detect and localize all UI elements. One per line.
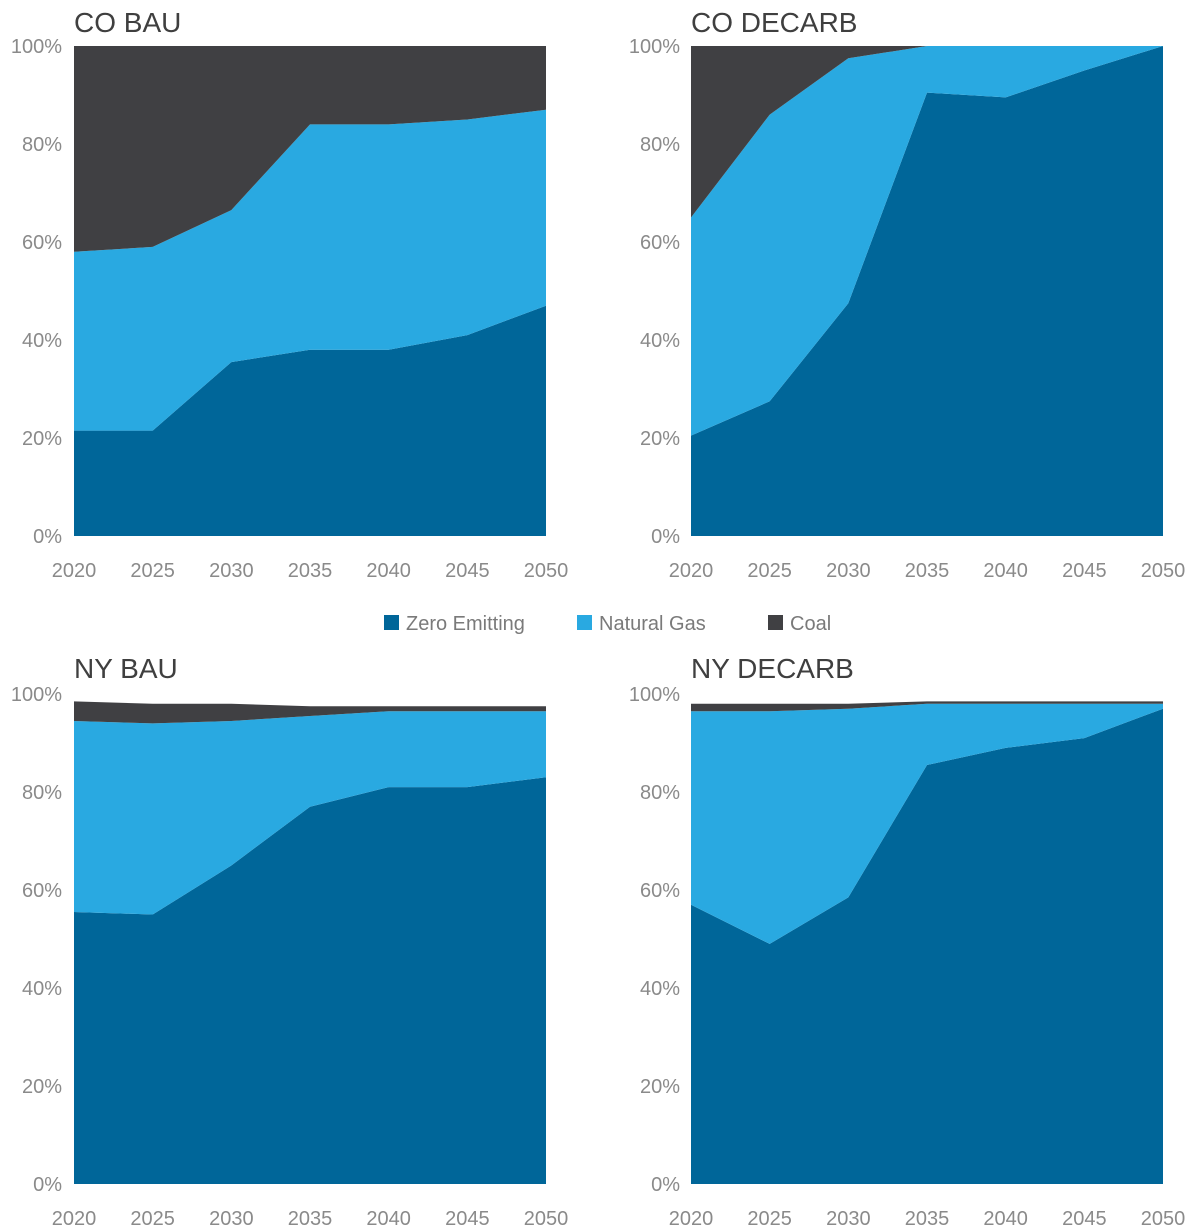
area-natural-gas <box>74 109 546 431</box>
x-tick-label: 2050 <box>524 560 569 582</box>
legend-swatch <box>384 615 399 630</box>
y-tick-label: 0% <box>33 526 62 548</box>
y-tick-label: 20% <box>22 428 62 450</box>
y-tick-label: 20% <box>640 1076 680 1098</box>
x-tick-label: 2050 <box>1141 560 1186 582</box>
y-tick-label: 80% <box>22 782 62 804</box>
x-tick-label: 2035 <box>905 560 950 582</box>
y-tick-label: 100% <box>629 684 680 706</box>
x-tick-label: 2025 <box>747 1208 792 1228</box>
x-tick-label: 2045 <box>1062 1208 1107 1228</box>
x-tick-label: 2035 <box>288 1208 333 1228</box>
chart-panel: NY DECARB 0% 20% 40% 60% 80% 100% 2020 2025 2030 2… <box>629 653 1185 1228</box>
y-tick-label: 0% <box>33 1174 62 1196</box>
legend-item-zero-emitting: Zero Emitting <box>384 613 525 635</box>
area-coal <box>74 46 546 252</box>
x-tick-label: 2040 <box>366 1208 411 1228</box>
legend-label: Coal <box>790 613 831 635</box>
y-tick-label: 20% <box>22 1076 62 1098</box>
y-tick-label: 40% <box>22 330 62 352</box>
x-tick-label: 2025 <box>747 560 792 582</box>
y-tick-label: 100% <box>629 36 680 58</box>
x-tick-label: 2020 <box>669 1208 714 1228</box>
x-tick-label: 2020 <box>669 560 714 582</box>
x-tick-label: 2045 <box>445 560 490 582</box>
x-tick-label: 2045 <box>445 1208 490 1228</box>
x-tick-label: 2050 <box>1141 1208 1186 1228</box>
chart-panel: CO DECARB 0% 20% 40% 60% 80% 100% 2020 2025 2030 2… <box>629 7 1185 582</box>
y-tick-label: 0% <box>651 526 680 548</box>
y-tick-label: 100% <box>11 36 62 58</box>
y-tick-label: 20% <box>640 428 680 450</box>
area-natural-gas <box>74 711 546 915</box>
y-tick-label: 80% <box>640 782 680 804</box>
x-tick-label: 2030 <box>826 560 871 582</box>
y-tick-label: 40% <box>640 978 680 1000</box>
area-coal <box>691 46 1163 218</box>
x-tick-label: 2030 <box>209 560 254 582</box>
chart-title: CO BAU <box>74 7 181 38</box>
legend-swatch <box>577 615 592 630</box>
legend-label: Zero Emitting <box>406 613 525 635</box>
legend-label: Natural Gas <box>599 613 706 635</box>
chart-title: CO DECARB <box>691 7 857 38</box>
x-tick-label: 2045 <box>1062 560 1107 582</box>
x-tick-label: 2030 <box>826 1208 871 1228</box>
y-tick-label: 80% <box>22 134 62 156</box>
area-zero-emitting <box>74 305 546 536</box>
x-tick-label: 2050 <box>524 1208 569 1228</box>
area-coal <box>74 701 546 724</box>
x-tick-label: 2040 <box>983 1208 1028 1228</box>
y-tick-label: 100% <box>11 684 62 706</box>
x-tick-label: 2025 <box>130 560 175 582</box>
legend: Zero Emitting Natural Gas Coal <box>384 613 831 635</box>
x-tick-label: 2025 <box>130 1208 175 1228</box>
area-natural-gas <box>691 46 1163 436</box>
x-tick-label: 2020 <box>52 1208 97 1228</box>
area-zero-emitting <box>691 708 1163 1184</box>
legend-swatch <box>768 615 783 630</box>
x-tick-label: 2035 <box>288 560 333 582</box>
y-tick-label: 80% <box>640 134 680 156</box>
y-tick-label: 60% <box>22 880 62 902</box>
y-tick-label: 60% <box>22 232 62 254</box>
x-tick-label: 2020 <box>52 560 97 582</box>
legend-item-natural-gas: Natural Gas <box>577 613 706 635</box>
x-tick-label: 2040 <box>366 560 411 582</box>
chart-title: NY DECARB <box>691 653 854 684</box>
y-tick-label: 0% <box>651 1174 680 1196</box>
y-tick-label: 60% <box>640 880 680 902</box>
chart-panel: CO BAU 0% 20% 40% 60% 80% 100% 2020 2025 2030 2035… <box>11 7 568 582</box>
x-tick-label: 2030 <box>209 1208 254 1228</box>
x-tick-label: 2035 <box>905 1208 950 1228</box>
area-zero-emitting <box>74 777 546 1184</box>
area-natural-gas <box>691 703 1163 944</box>
x-tick-label: 2040 <box>983 560 1028 582</box>
chart-title: NY BAU <box>74 653 178 684</box>
y-tick-label: 40% <box>22 978 62 1000</box>
y-tick-label: 40% <box>640 330 680 352</box>
area-zero-emitting <box>691 46 1163 536</box>
legend-item-coal: Coal <box>768 613 831 635</box>
area-coal <box>691 701 1163 712</box>
y-tick-label: 60% <box>640 232 680 254</box>
chart-panel: NY BAU 0% 20% 40% 60% 80% 100% 2020 2025 2030 2035… <box>11 653 568 1228</box>
